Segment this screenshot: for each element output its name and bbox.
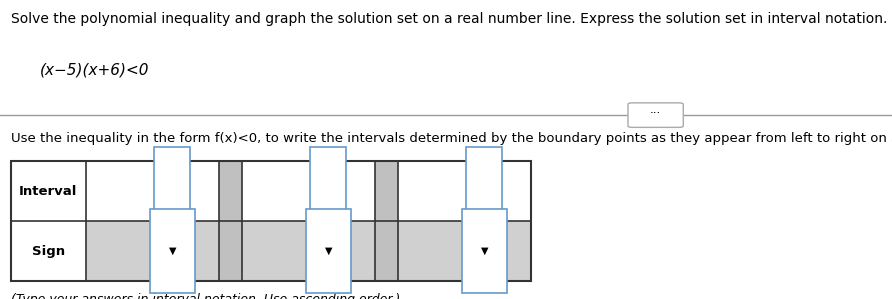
Bar	[467, 147, 502, 236]
Bar	[87, 221, 219, 281]
Bar	[462, 209, 507, 293]
Bar	[11, 161, 531, 281]
Bar	[398, 221, 531, 281]
Text: Use the inequality in the form f(x)<0, to write the intervals determined by the : Use the inequality in the form f(x)<0, t…	[11, 132, 892, 144]
Text: ···: ···	[650, 107, 661, 120]
Text: Sign: Sign	[32, 245, 65, 258]
Text: Solve the polynomial inequality and graph the solution set on a real number line: Solve the polynomial inequality and grap…	[11, 12, 887, 26]
Bar	[154, 147, 190, 236]
Bar	[219, 161, 242, 281]
Text: ▼: ▼	[481, 246, 488, 256]
Text: ▼: ▼	[169, 246, 176, 256]
Text: ▼: ▼	[325, 246, 332, 256]
Text: (x−5)(x+6)<0: (x−5)(x+6)<0	[40, 63, 150, 78]
Bar	[242, 221, 375, 281]
Bar	[310, 147, 346, 236]
Bar	[306, 209, 351, 293]
Bar	[11, 161, 531, 281]
FancyBboxPatch shape	[628, 103, 683, 127]
Bar	[150, 209, 194, 293]
Text: Interval: Interval	[20, 185, 78, 198]
Text: (Type your answers in interval notation. Use ascending order.): (Type your answers in interval notation.…	[11, 293, 400, 299]
Bar	[375, 161, 398, 281]
